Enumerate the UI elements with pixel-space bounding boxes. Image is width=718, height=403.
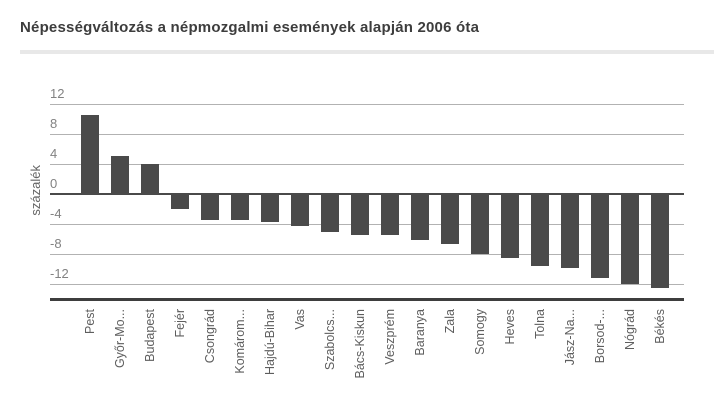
x-axis-label: Békés <box>653 309 667 344</box>
x-axis-label: Heves <box>503 309 517 345</box>
bar-baranya <box>411 194 429 240</box>
x-axis-label: Szabolcs... <box>323 309 337 371</box>
bar-szabolcs <box>321 194 339 232</box>
gridline-y-8 <box>50 254 684 255</box>
x-axis-label: Borsod-... <box>593 309 607 364</box>
x-axis-label: Komárom... <box>233 309 247 374</box>
x-axis-label: Pest <box>83 309 97 335</box>
gridline-y-12 <box>50 284 684 285</box>
x-axis-label: Baranya <box>413 309 427 356</box>
y-tick-label: -4 <box>50 206 62 221</box>
x-axis-label: Nógrád <box>623 309 637 350</box>
bar-somogy <box>471 194 489 254</box>
bar-bcskiskun <box>351 194 369 235</box>
x-axis-label: Fejér <box>173 309 187 338</box>
bar-hajdbihar <box>261 194 279 222</box>
bar-budapest <box>141 164 159 194</box>
x-axis-label: Győr-Mo... <box>113 309 127 369</box>
chart-title: Népességváltozás a népmozgalmi események… <box>20 19 480 36</box>
title-separator <box>20 50 714 54</box>
bar-bks <box>651 194 669 288</box>
x-axis-label: Jász-Na... <box>563 309 577 366</box>
x-axis-label: Csongrád <box>203 309 217 364</box>
y-tick-label: 4 <box>50 146 58 161</box>
bar-borsod <box>591 194 609 278</box>
y-tick-label: -8 <box>50 236 62 251</box>
gridline-y12 <box>50 104 684 105</box>
y-axis-label: százalék <box>28 165 43 216</box>
bar-tolna <box>531 194 549 266</box>
bar-pest <box>81 115 99 194</box>
bar-veszprm <box>381 194 399 236</box>
x-axis-line <box>50 298 684 301</box>
bar-ngrd <box>621 194 639 284</box>
bar-zala <box>441 194 459 244</box>
x-axis-label: Tolna <box>533 309 547 339</box>
x-axis-label: Somogy <box>473 309 487 355</box>
bar-gyrmo <box>111 155 129 194</box>
x-axis-label: Veszprém <box>383 309 397 365</box>
x-axis-label: Bács-Kiskun <box>353 309 367 379</box>
bar-fejr <box>171 194 189 209</box>
bar-vas <box>291 194 309 226</box>
gridline-y8 <box>50 134 684 135</box>
gridline-y4 <box>50 164 684 165</box>
y-tick-label: -12 <box>50 266 69 281</box>
x-axis-label: Budapest <box>143 309 157 362</box>
bar-komrom <box>231 194 249 221</box>
x-axis-label: Hajdú-Bihar <box>263 309 277 376</box>
x-axis-label: Vas <box>293 309 307 330</box>
y-tick-label: 8 <box>50 116 58 131</box>
bar-jszna <box>561 194 579 268</box>
x-axis-label: Zala <box>443 309 457 334</box>
bar-csongrd <box>201 194 219 220</box>
y-tick-label: 0 <box>50 176 58 191</box>
bar-heves <box>501 194 519 258</box>
y-tick-label: 12 <box>50 86 65 101</box>
